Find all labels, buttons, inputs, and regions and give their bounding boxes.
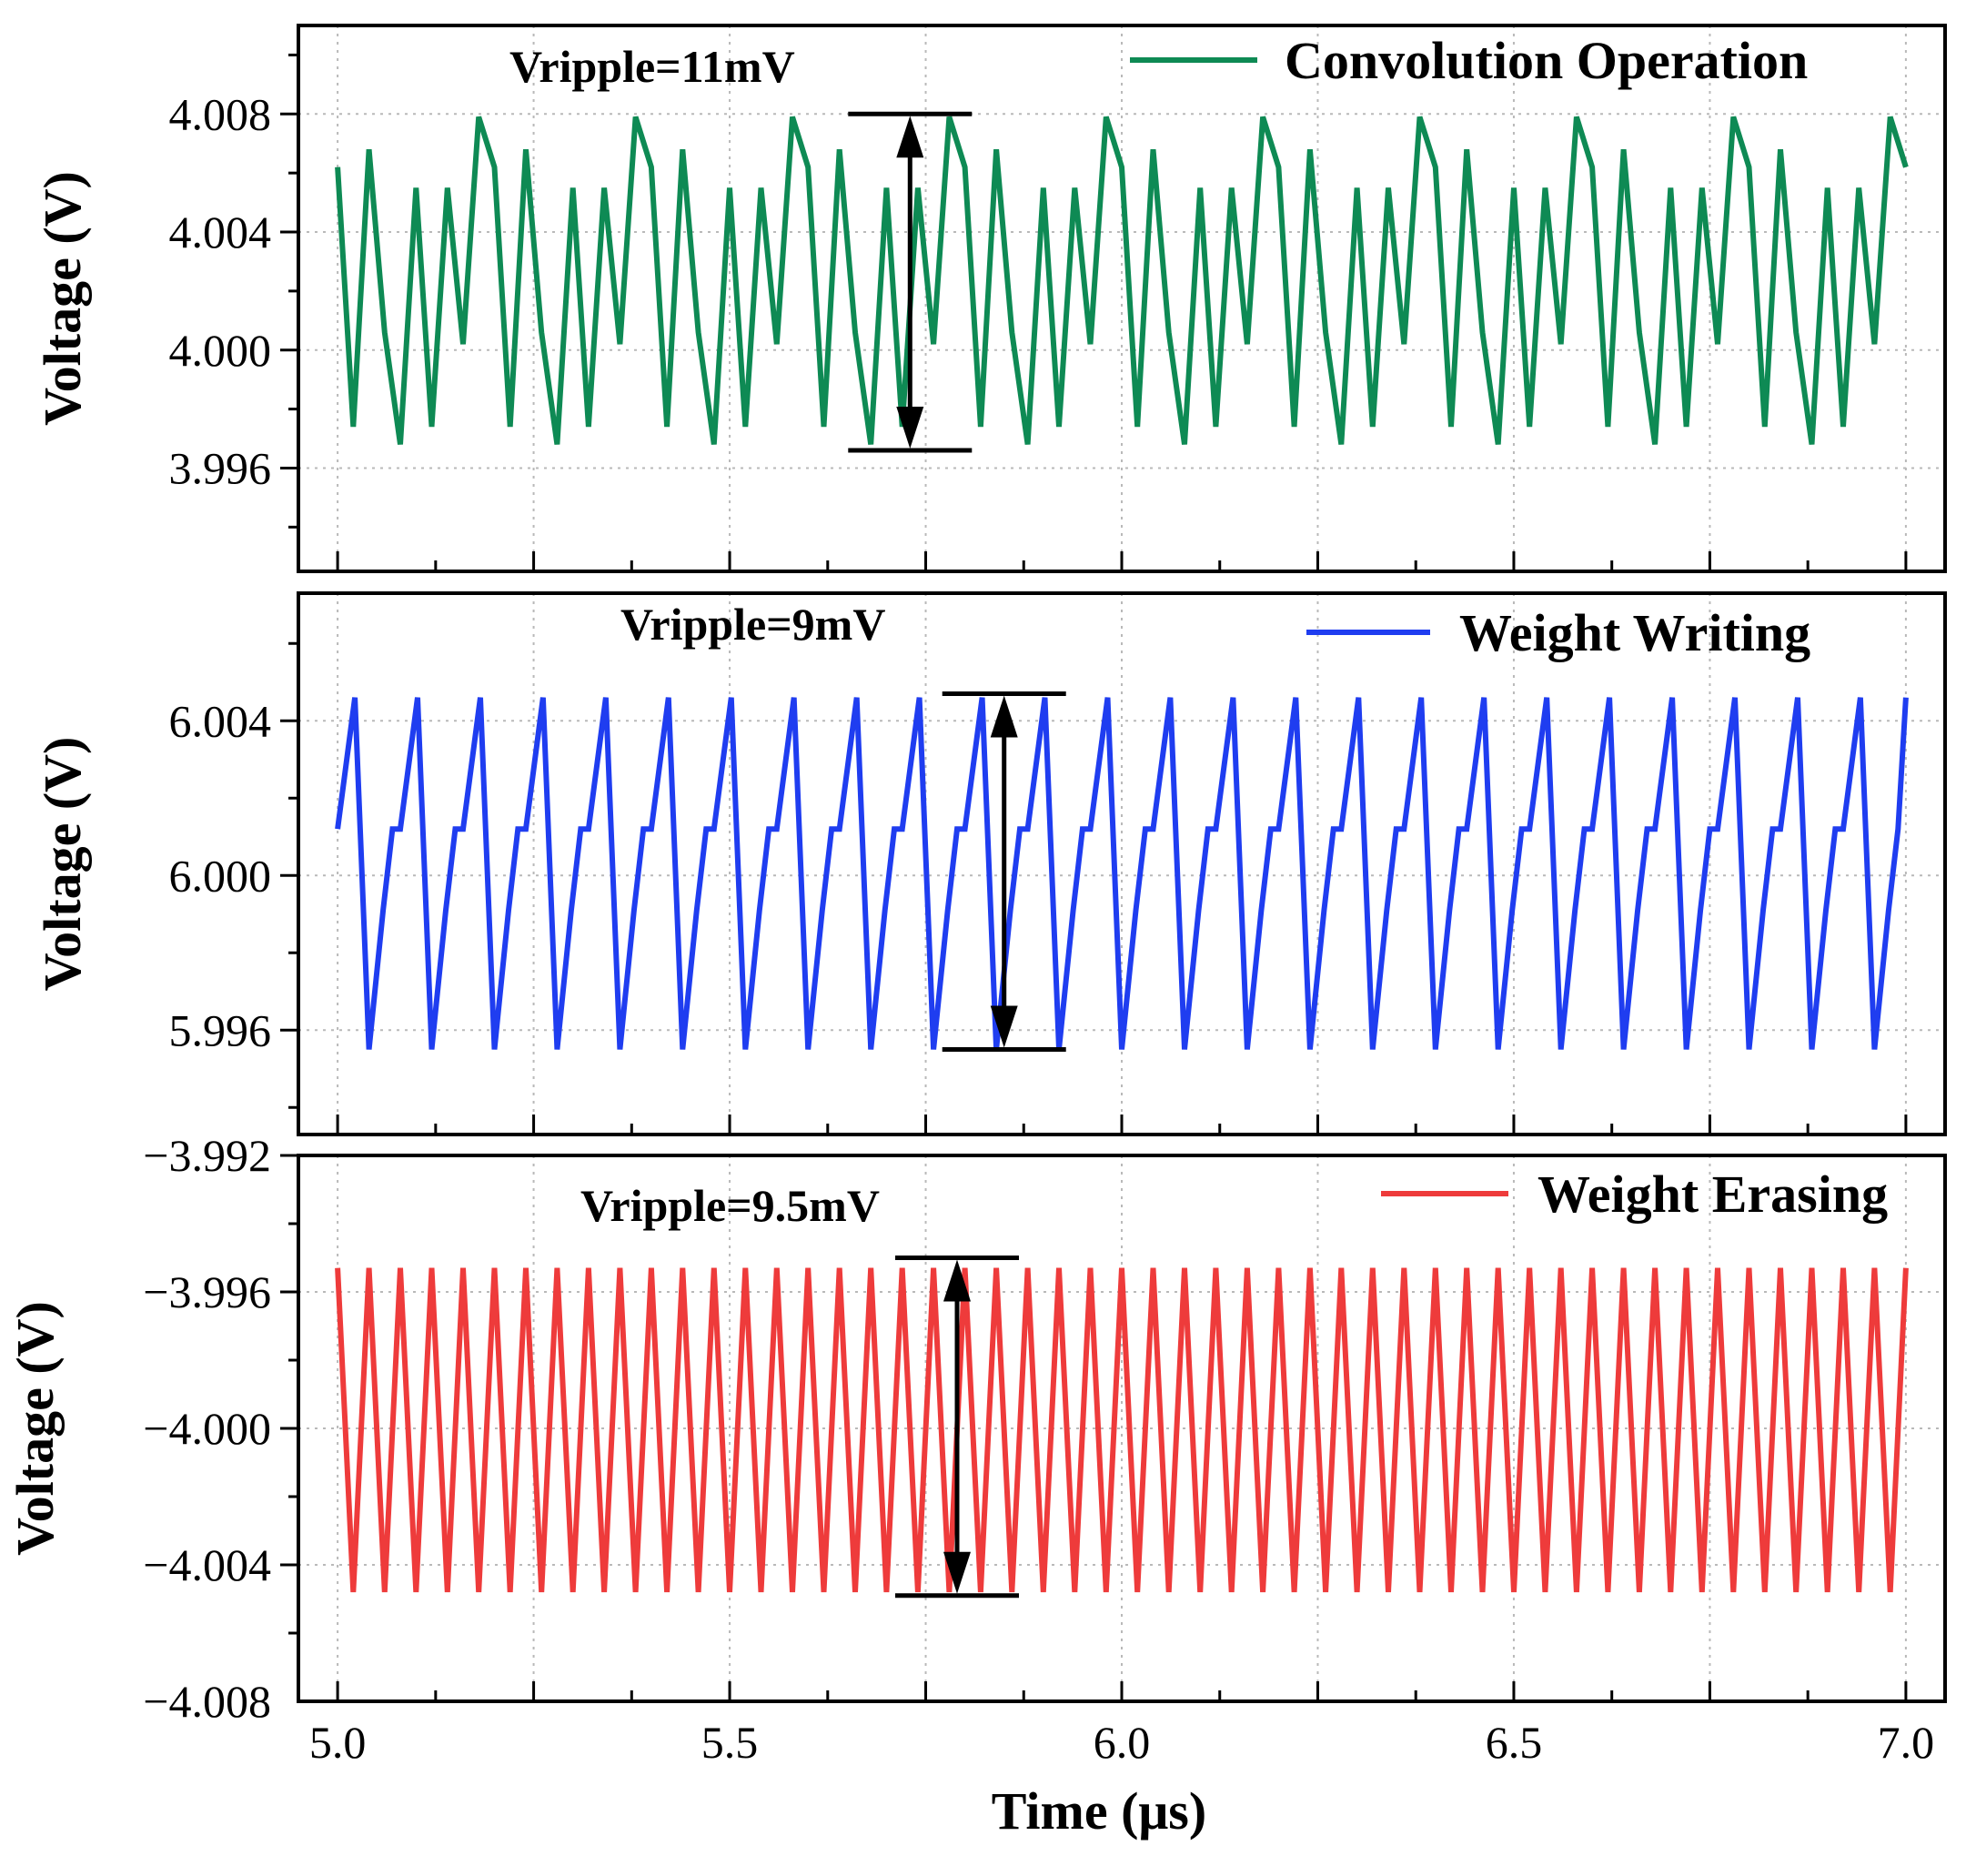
y-tick-label: −3.996	[143, 1266, 271, 1317]
y-tick-label: 4.004	[169, 207, 272, 257]
y-tick-label: 6.000	[169, 850, 272, 901]
y-tick-label: 6.004	[169, 695, 272, 746]
panel-weight-writing: 5.996 6.000 6.004 Voltage (V) Weight Writing…	[33, 591, 1947, 1136]
ripple-annotation: Vripple=9.5mV	[580, 1180, 880, 1231]
legend-label: Weight Writing	[1459, 603, 1810, 662]
x-tick-label: 5.0	[309, 1717, 367, 1768]
y-tick-label: 3.996	[169, 442, 272, 493]
arrow-up-icon	[943, 1259, 971, 1302]
ripple-annotation: Vripple=9mV	[620, 599, 885, 650]
y-tick-label: 5.996	[169, 1004, 272, 1055]
ripple-annotation: Vripple=11mV	[509, 41, 795, 92]
legend-label: Weight Erasing	[1538, 1165, 1888, 1224]
panel-convolution-operation: 3.996 4.000 4.004 4.008 Voltage (V) Convoluti…	[33, 24, 1947, 573]
y-tick-label: −3.992	[143, 1130, 271, 1181]
panel-weight-erasing: −4.008 −4.004 −4.000 −3.996 −3.992 Voltage (V…	[5, 1130, 1947, 1768]
x-axis-label: Time (μs)	[992, 1781, 1206, 1841]
x-tick-label: 5.5	[701, 1717, 759, 1768]
x-tick-label: 7.0	[1878, 1717, 1935, 1768]
arrow-down-icon	[990, 1005, 1018, 1048]
y-tick-label: 4.008	[169, 88, 272, 139]
x-tick-label: 6.5	[1486, 1717, 1543, 1768]
series-line-convolution-operation	[335, 116, 1909, 445]
arrow-up-icon	[896, 116, 924, 158]
x-tick-label: 6.0	[1094, 1717, 1151, 1768]
y-axis-label: Voltage (V)	[33, 171, 92, 426]
y-tick-label: 4.000	[169, 325, 272, 376]
series-line-weight-erasing	[335, 1267, 1909, 1593]
y-axis-label: Voltage (V)	[33, 737, 92, 992]
arrow-down-icon	[896, 407, 924, 449]
arrow-down-icon	[943, 1551, 971, 1594]
y-tick-label: −4.004	[143, 1539, 271, 1590]
y-tick-label: −4.000	[143, 1403, 271, 1454]
legend-label: Convolution Operation	[1285, 31, 1808, 90]
y-axis-label: Voltage (V)	[5, 1301, 65, 1556]
arrow-up-icon	[990, 695, 1018, 738]
y-tick-label: −4.008	[143, 1676, 271, 1727]
series-line-weight-writing	[335, 697, 1909, 1050]
